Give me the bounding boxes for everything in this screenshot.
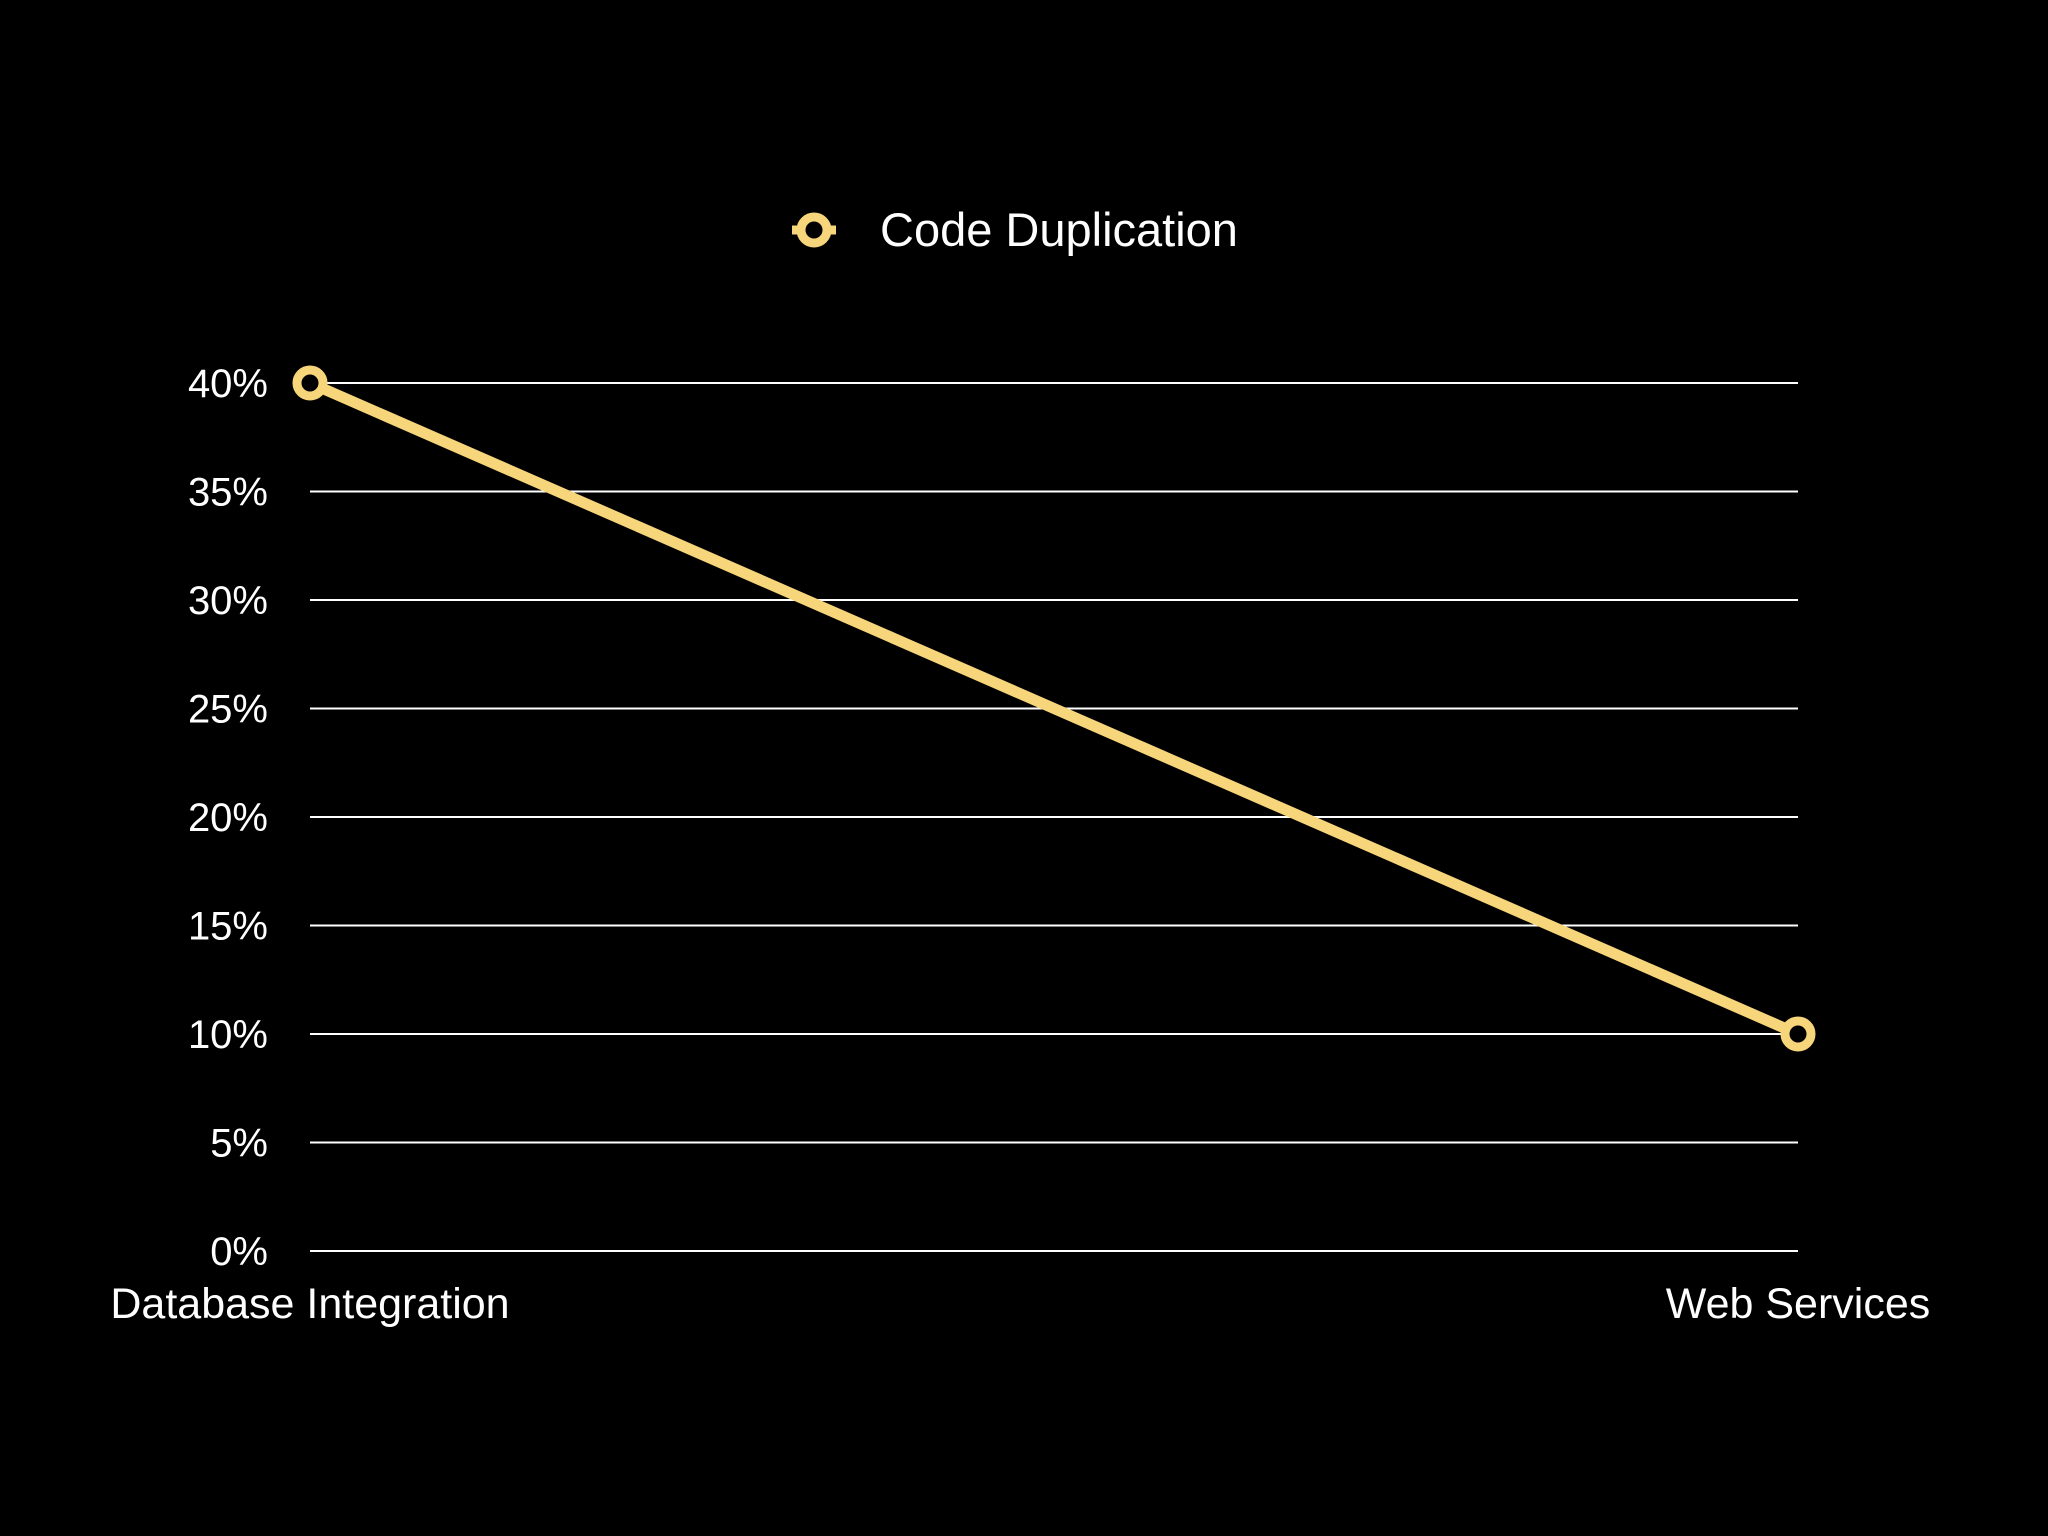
x-tick-label: Database Integration: [110, 1280, 509, 1328]
series-line: [304, 377, 1804, 1040]
y-tick-label: 25%: [188, 688, 268, 732]
y-tick-label: 35%: [188, 471, 268, 515]
legend-point: [796, 212, 832, 248]
y-tick-label: 0%: [210, 1230, 268, 1274]
y-tick-label: 20%: [188, 796, 268, 840]
y-tick-label: 10%: [188, 1013, 268, 1057]
y-tick-label: 40%: [188, 362, 268, 406]
data-point: [292, 365, 328, 401]
y-tick-label: 5%: [210, 1122, 268, 1166]
y-tick-label: 30%: [188, 579, 268, 623]
series-layer: [292, 365, 1816, 1052]
y-tick-label: 15%: [188, 905, 268, 949]
legend-marker-icon: [792, 212, 836, 248]
legend-label: Code Duplication: [880, 203, 1238, 256]
gridlines: [310, 382, 1798, 1252]
x-tick-label: Web Services: [1666, 1280, 1930, 1328]
y-axis-ticks: 0% 5% 10% 15% 20% 25% 30% 35% 40%: [188, 362, 268, 1274]
data-point: [1780, 1016, 1816, 1052]
x-axis-ticks: Database Integration Web Services: [110, 1280, 1930, 1328]
legend: Code Duplication: [792, 203, 1238, 256]
